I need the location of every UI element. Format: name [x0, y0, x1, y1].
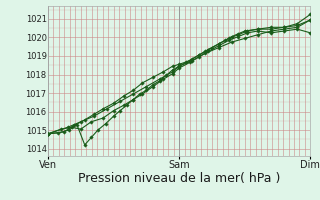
X-axis label: Pression niveau de la mer( hPa ): Pression niveau de la mer( hPa ) — [78, 172, 280, 185]
